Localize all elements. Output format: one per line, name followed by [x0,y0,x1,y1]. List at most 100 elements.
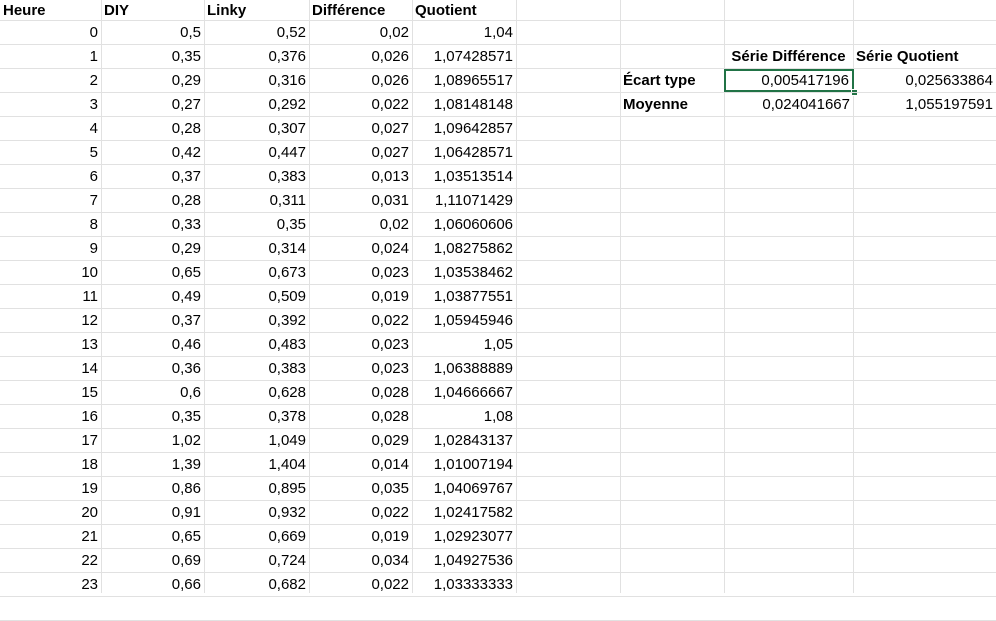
cell-linky[interactable]: 0,52 [276,24,306,41]
cell-quotient[interactable]: 1,06428571 [433,144,513,161]
cell-heure[interactable]: 1 [89,48,98,65]
cell-linky[interactable]: 0,292 [268,96,306,113]
cell-diy[interactable]: 1,02 [171,432,201,449]
cell-quotient[interactable]: 1,04927536 [433,552,513,569]
stats-header-serie-difference[interactable]: Série Différence [731,48,846,65]
cell-quotient[interactable]: 1,03877551 [433,288,513,305]
cell-diy[interactable]: 0,35 [171,48,201,65]
cell-linky[interactable]: 0,316 [268,72,306,89]
header-diy[interactable]: DIY [104,2,130,19]
cell-heure[interactable]: 10 [81,264,98,281]
cell-diy[interactable]: 0,86 [171,480,201,497]
cell-heure[interactable]: 22 [81,552,98,569]
header-quotient[interactable]: Quotient [415,2,477,19]
cell-difference[interactable]: 0,02 [379,216,409,233]
cell-diy[interactable]: 0,46 [171,336,201,353]
cell-linky[interactable]: 0,669 [268,528,306,545]
stats-label-ecart-type[interactable]: Écart type [623,72,696,89]
cell-quotient[interactable]: 1,11071429 [434,192,513,209]
cell-quotient[interactable]: 1,06060606 [433,216,513,233]
cell-linky[interactable]: 0,895 [268,480,306,497]
cell-difference[interactable]: 0,026 [371,72,409,89]
cell-difference[interactable]: 0,026 [371,48,409,65]
cell-quotient[interactable]: 1,04666667 [433,384,513,401]
cell-diy[interactable]: 0,49 [171,288,201,305]
cell-heure[interactable]: 0 [89,24,98,41]
cell-difference[interactable]: 0,027 [371,120,409,137]
cell-quotient[interactable]: 1,08275862 [433,240,513,257]
cell-linky[interactable]: 0,314 [268,240,306,257]
cell-quotient[interactable]: 1,08 [483,408,513,425]
cell-difference[interactable]: 0,035 [371,480,409,497]
cell-quotient[interactable]: 1,08148148 [433,96,513,113]
cell-linky[interactable]: 0,724 [268,552,306,569]
stats-moyenne-quotient[interactable]: 1,055197591 [905,96,993,113]
cell-diy[interactable]: 0,66 [171,576,201,593]
cell-linky[interactable]: 0,932 [268,504,306,521]
cell-diy[interactable]: 0,28 [171,192,201,209]
cell-difference[interactable]: 0,022 [371,96,409,113]
cell-difference[interactable]: 0,024 [371,240,409,257]
cell-difference[interactable]: 0,022 [371,576,409,593]
cell-difference[interactable]: 0,027 [371,144,409,161]
stats-moyenne-difference[interactable]: 0,024041667 [762,96,850,113]
cell-heure[interactable]: 2 [89,72,98,89]
cell-diy[interactable]: 0,37 [171,312,201,329]
cell-heure[interactable]: 9 [89,240,98,257]
cell-linky[interactable]: 0,509 [268,288,306,305]
cell-heure[interactable]: 5 [89,144,98,161]
cell-heure[interactable]: 15 [81,384,98,401]
cell-diy[interactable]: 0,28 [171,120,201,137]
cell-difference[interactable]: 0,013 [371,168,409,185]
cell-quotient[interactable]: 1,03538462 [433,264,513,281]
cell-difference[interactable]: 0,023 [371,264,409,281]
cell-quotient[interactable]: 1,05 [483,336,513,353]
cell-heure[interactable]: 21 [81,528,98,545]
cell-linky[interactable]: 0,392 [268,312,306,329]
cell-linky[interactable]: 0,383 [268,360,306,377]
cell-difference[interactable]: 0,028 [371,384,409,401]
cell-linky[interactable]: 0,673 [268,264,306,281]
cell-quotient[interactable]: 1,09642857 [433,120,513,137]
cell-heure[interactable]: 13 [81,336,98,353]
cell-linky[interactable]: 0,682 [268,576,306,593]
header-linky[interactable]: Linky [207,2,247,19]
cell-quotient[interactable]: 1,04069767 [433,480,513,497]
stats-ecart-type-quotient[interactable]: 0,025633864 [905,72,993,89]
cell-linky[interactable]: 0,628 [268,384,306,401]
cell-linky[interactable]: 0,447 [268,144,306,161]
cell-difference[interactable]: 0,014 [371,456,409,473]
cell-difference[interactable]: 0,034 [371,552,409,569]
cell-difference[interactable]: 0,019 [371,288,409,305]
cell-heure[interactable]: 18 [81,456,98,473]
cell-quotient[interactable]: 1,01007194 [433,456,513,473]
cell-difference[interactable]: 0,02 [379,24,409,41]
cell-difference[interactable]: 0,028 [371,408,409,425]
cell-linky[interactable]: 0,483 [268,336,306,353]
cell-heure[interactable]: 16 [81,408,98,425]
cell-diy[interactable]: 0,65 [171,264,201,281]
cell-quotient[interactable]: 1,05945946 [433,312,513,329]
cell-heure[interactable]: 4 [89,120,98,137]
cell-linky[interactable]: 1,049 [268,432,306,449]
stats-ecart-type-difference-cell-selected[interactable]: 0,005417196 [724,69,854,92]
cell-difference[interactable]: 0,023 [371,336,409,353]
header-heure[interactable]: Heure [3,2,46,19]
cell-diy[interactable]: 0,42 [171,144,201,161]
cell-linky[interactable]: 0,378 [268,408,306,425]
cell-heure[interactable]: 17 [81,432,98,449]
cell-linky[interactable]: 0,307 [268,120,306,137]
cell-diy[interactable]: 0,5 [180,24,201,41]
cell-diy[interactable]: 0,91 [171,504,201,521]
cell-quotient[interactable]: 1,06388889 [433,360,513,377]
cell-heure[interactable]: 23 [81,576,98,593]
cell-linky[interactable]: 1,404 [268,456,306,473]
cell-diy[interactable]: 0,36 [171,360,201,377]
stats-label-moyenne[interactable]: Moyenne [623,96,689,113]
cell-quotient[interactable]: 1,07428571 [433,48,513,65]
cell-difference[interactable]: 0,031 [371,192,409,209]
cell-linky[interactable]: 0,35 [276,216,306,233]
cell-linky[interactable]: 0,383 [268,168,306,185]
cell-heure[interactable]: 12 [81,312,98,329]
cell-heure[interactable]: 14 [81,360,98,377]
